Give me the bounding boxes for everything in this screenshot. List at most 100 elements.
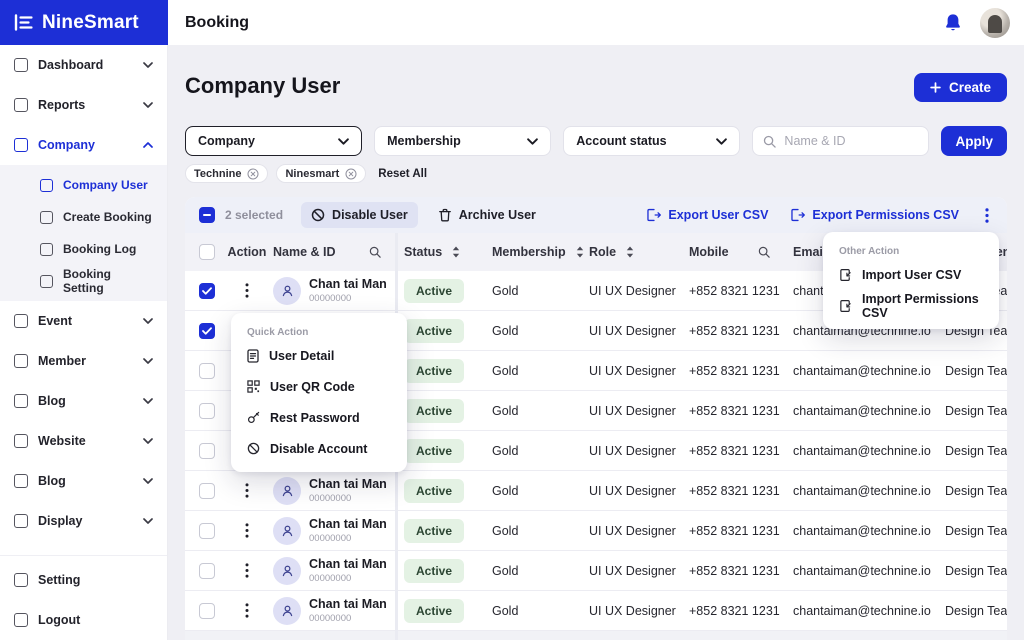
row-actions-kebab-icon[interactable]	[239, 280, 255, 301]
sidebar-item-company[interactable]: Company	[0, 125, 167, 165]
department-cell: Design Team	[936, 404, 1007, 418]
sidebar-item-event[interactable]: Event	[0, 301, 167, 341]
remove-chip-icon[interactable]	[247, 168, 259, 180]
row-checkbox[interactable]	[199, 323, 215, 339]
pagination-strip	[185, 631, 1007, 640]
status-badge: Active	[404, 399, 464, 423]
chevron-down-icon	[527, 138, 538, 145]
status-badge: Active	[404, 519, 464, 543]
square-icon	[40, 243, 53, 256]
menu-title: Other Action	[823, 236, 999, 259]
menu-item-user-detail[interactable]: User Detail	[231, 340, 407, 371]
mobile-cell: +852 8321 1231	[680, 524, 784, 538]
sidebar-item-booking-log[interactable]: Booking Log	[0, 233, 167, 265]
company-filter-select[interactable]: Company	[185, 126, 362, 156]
sidebar-item-create-booking[interactable]: Create Booking	[0, 201, 167, 233]
filter-chip-ninesmart: Ninesmart	[276, 164, 366, 183]
ban-icon	[311, 208, 325, 222]
square-icon	[14, 314, 28, 328]
row-checkbox[interactable]	[199, 443, 215, 459]
role-cell: UI UX Designer	[580, 444, 680, 458]
status-badge: Active	[404, 439, 464, 463]
membership-cell: Gold	[483, 484, 580, 498]
logo-icon	[14, 14, 33, 31]
column-mobile[interactable]: Mobile	[680, 245, 784, 259]
sidebar-item-logout[interactable]: Logout	[0, 600, 167, 640]
status-badge: Active	[404, 559, 464, 583]
table-row[interactable]: Chan tai Man 00000000 Active Gold UI UX …	[185, 591, 1007, 631]
column-role[interactable]: Role	[580, 245, 680, 259]
qr-icon	[247, 380, 260, 393]
sort-icon[interactable]	[626, 246, 634, 258]
chevron-down-icon	[143, 478, 153, 484]
role-cell: UI UX Designer	[580, 324, 680, 338]
sidebar-item-dashboard[interactable]: Dashboard	[0, 45, 167, 85]
sidebar-item-member[interactable]: Member	[0, 341, 167, 381]
user-id: 00000000	[309, 573, 387, 584]
remove-chip-icon[interactable]	[345, 168, 357, 180]
row-actions-kebab-icon[interactable]	[239, 480, 255, 501]
column-name-id[interactable]: Name & ID	[273, 245, 395, 259]
sort-icon[interactable]	[452, 246, 460, 258]
menu-item-disable-account[interactable]: Disable Account	[231, 433, 407, 464]
column-status[interactable]: Status	[395, 245, 483, 259]
menu-item-rest-password[interactable]: Rest Password	[231, 402, 407, 433]
user-avatar	[273, 557, 301, 585]
search-icon[interactable]	[758, 246, 770, 258]
user-name: Chan tai Man	[309, 557, 387, 573]
apply-button[interactable]: Apply	[941, 126, 1007, 156]
brand-name: NineSmart	[42, 12, 139, 34]
sidebar-item-company-user[interactable]: Company User	[0, 169, 167, 201]
row-actions-kebab-icon[interactable]	[239, 600, 255, 621]
create-button[interactable]: Create	[914, 73, 1007, 102]
department-cell: Design Team	[936, 604, 1007, 618]
archive-user-button[interactable]: Archive User	[428, 202, 546, 228]
chevron-down-icon	[143, 102, 153, 108]
row-checkbox[interactable]	[199, 603, 215, 619]
user-name: Chan tai Man	[309, 277, 387, 293]
more-actions-kebab-icon[interactable]	[981, 206, 993, 225]
search-input[interactable]	[784, 134, 918, 148]
row-checkbox[interactable]	[199, 523, 215, 539]
row-checkbox[interactable]	[199, 483, 215, 499]
sidebar-item-setting[interactable]: Setting	[0, 560, 167, 600]
search-icon[interactable]	[369, 246, 381, 258]
sidebar-item-website[interactable]: Website	[0, 421, 167, 461]
notifications-bell-icon[interactable]	[944, 13, 962, 32]
export-permissions-csv-button[interactable]: Export Permissions CSV	[790, 208, 959, 222]
column-membership[interactable]: Membership	[483, 245, 580, 259]
trash-icon	[438, 208, 452, 222]
role-cell: UI UX Designer	[580, 524, 680, 538]
row-checkbox[interactable]	[199, 563, 215, 579]
row-actions-kebab-icon[interactable]	[239, 520, 255, 541]
bulk-select-checkbox[interactable]	[199, 207, 215, 223]
row-checkbox[interactable]	[199, 363, 215, 379]
select-all-checkbox[interactable]	[199, 244, 215, 260]
row-checkbox[interactable]	[199, 283, 215, 299]
sidebar-item-booking-setting[interactable]: Booking Setting	[0, 265, 167, 297]
sidebar-item-blog-2[interactable]: Blog	[0, 461, 167, 501]
table-row[interactable]: Chan tai Man 00000000 Active Gold UI UX …	[185, 551, 1007, 591]
email-cell: chantaiman@technine.io	[784, 604, 936, 618]
row-actions-kebab-icon[interactable]	[239, 560, 255, 581]
user-id: 00000000	[309, 493, 387, 504]
reset-all-button[interactable]: Reset All	[378, 168, 427, 180]
sidebar-item-blog[interactable]: Blog	[0, 381, 167, 421]
membership-filter-select[interactable]: Membership	[374, 126, 551, 156]
menu-item-import-permissions-csv[interactable]: Import Permissions CSV	[823, 290, 999, 321]
table-row[interactable]: Chan tai Man 00000000 Active Gold UI UX …	[185, 511, 1007, 551]
disable-user-button[interactable]: Disable User	[301, 202, 418, 228]
sidebar-item-reports[interactable]: Reports	[0, 85, 167, 125]
menu-item-user-qr-code[interactable]: User QR Code	[231, 371, 407, 402]
menu-item-import-user-csv[interactable]: Import User CSV	[823, 259, 999, 290]
user-avatar[interactable]	[980, 8, 1010, 38]
account-status-filter-select[interactable]: Account status	[563, 126, 740, 156]
brand[interactable]: NineSmart	[0, 0, 168, 45]
status-badge: Active	[404, 479, 464, 503]
export-user-csv-button[interactable]: Export User CSV	[646, 208, 768, 222]
sidebar-item-display[interactable]: Display	[0, 501, 167, 541]
row-checkbox[interactable]	[199, 403, 215, 419]
table-row[interactable]: Chan tai Man 00000000 Active Gold UI UX …	[185, 471, 1007, 511]
role-cell: UI UX Designer	[580, 284, 680, 298]
mobile-cell: +852 8321 1231	[680, 564, 784, 578]
